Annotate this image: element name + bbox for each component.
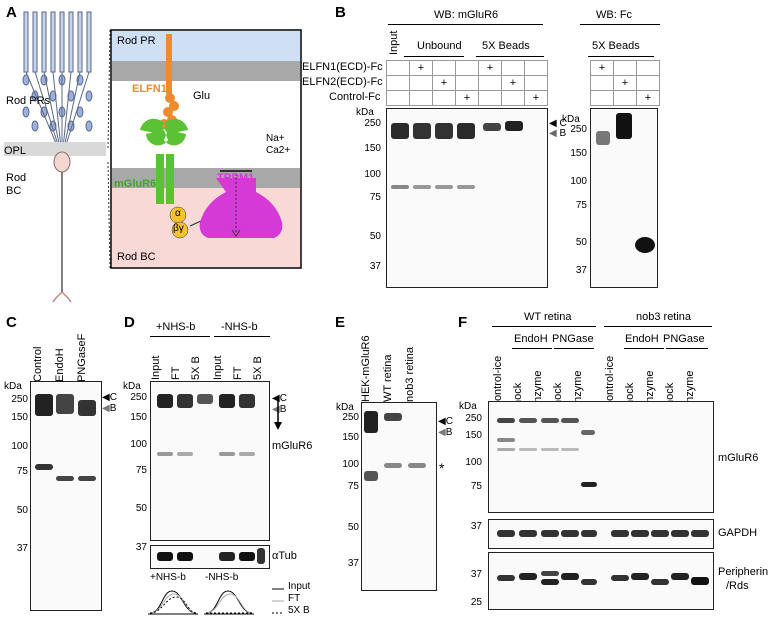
b-kda: kDa [356,107,374,118]
rod-bc-label: Rod BC [6,172,27,197]
rod-cell-illustration [4,11,106,303]
b-fc-kda: kDa [562,114,580,125]
galpha-label: α [175,208,181,219]
glu-label: Glu [193,90,211,102]
trpm1-label: TRPM1 [217,172,255,184]
synapse-zoom-illustration [107,29,302,269]
fc-condition-grid: + + + [590,60,660,106]
rod-prs-label: Rod PRs [6,95,51,107]
wb-mglur6-title: WB: mGluR6 [434,9,499,21]
wb-fc-title: WB: Fc [596,9,633,21]
beads-label: 5X Beads [482,40,530,52]
gbetagamma-label: βγ [173,223,184,234]
b-b-marker: ◀ B [549,128,567,139]
blot-d-atub [150,545,270,569]
panel-f-label: F [458,314,468,331]
elfn1-label: ELFN1 [132,83,167,95]
blot-b-mglur6 [386,108,548,288]
profile-curves [148,590,254,615]
blot-f-peripherin [488,552,714,610]
c-lane-control: Control [32,346,44,382]
c-lane-endoh: EndoH [54,348,66,382]
panel-e-label: E [335,314,346,331]
panel-b-label: B [335,4,346,21]
panel-c-label: C [6,314,17,331]
lane-condition-grid: + + + + + + [386,60,548,106]
blot-c [30,381,102,611]
blot-e [361,402,437,591]
beads-fc-label: 5X Beads [592,40,640,52]
b-c-marker: ◀ C [549,118,567,129]
row-elfn1: ELFN1(ECD)-Fc [302,61,383,73]
rod-pr-zoom-label: Rod PR [117,35,156,47]
c-lane-pngasef: PNGaseF [76,333,88,382]
blot-f-gapdh [488,519,714,549]
blot-d-mglur6 [150,381,270,541]
input-lane-label: Input [388,30,400,55]
panel-d-label: D [124,314,135,331]
row-control: Control-Fc [329,91,381,103]
opl-label: OPL [4,145,27,157]
ions-label: Na+ Ca2+ [266,133,291,156]
blot-f-mglur6 [488,401,714,513]
row-elfn2: ELFN2(ECD)-Fc [302,76,383,88]
unbound-label: Unbound [417,40,462,52]
rod-bc-zoom-label: Rod BC [117,251,156,263]
panel-a-label: A [6,4,17,21]
mglur6-label: mGluR6 [114,178,157,190]
blot-b-fc [590,108,658,288]
